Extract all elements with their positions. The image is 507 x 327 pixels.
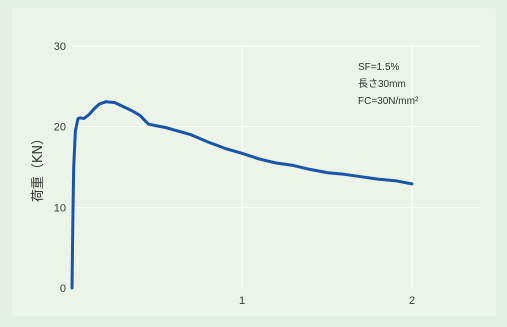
annotation-box: SF=1.5% 長さ30mm FC=30N/mm² (358, 62, 419, 107)
annotation-line: SF=1.5% (358, 62, 400, 73)
annotation-line: FC=30N/mm² (358, 96, 419, 107)
tick-labels: 0 10 20 30 1 2 (54, 41, 415, 307)
annotation-line: 長さ30mm (358, 78, 406, 90)
y-tick-label: 20 (54, 122, 66, 134)
y-axis-label: 荷重（KN） (30, 132, 46, 202)
series-line (70, 100, 414, 290)
chart-panel (12, 8, 496, 316)
y-tick-label: 0 (60, 283, 66, 295)
y-tick-label: 10 (54, 202, 66, 214)
grid (72, 45, 480, 288)
y-tick-label: 30 (54, 41, 66, 53)
series-layer (70, 100, 414, 290)
x-tick-label: 2 (409, 295, 415, 307)
x-tick-label: 1 (239, 295, 245, 307)
